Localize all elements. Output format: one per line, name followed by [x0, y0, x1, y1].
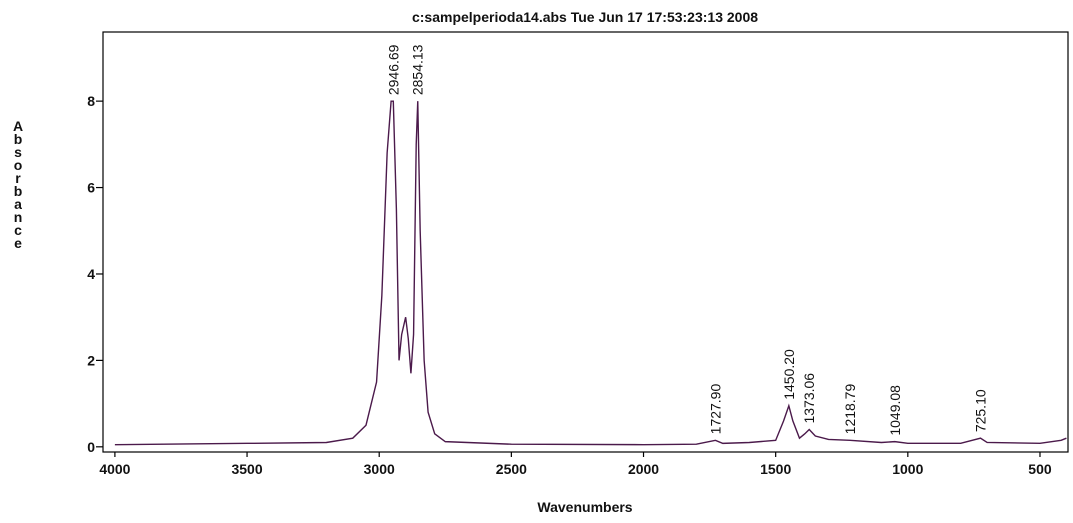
y-axis-label: Absorbance	[10, 118, 26, 248]
peak-label: 1049.08	[887, 385, 903, 436]
x-tick-label: 1500	[760, 461, 791, 477]
peak-label: 2946.69	[385, 44, 401, 95]
x-tick-label: 2500	[496, 461, 527, 477]
y-tick-label: 0	[87, 439, 95, 455]
x-tick-label: 3500	[231, 461, 262, 477]
peak-label: 725.10	[972, 389, 988, 432]
peak-label: 1450.20	[781, 349, 797, 400]
y-tick-label: 2	[87, 352, 95, 368]
x-tick-label: 4000	[99, 461, 130, 477]
y-tick-label: 6	[87, 180, 95, 196]
peak-label: 1727.90	[707, 384, 723, 435]
x-axis-label: Wavenumbers	[537, 499, 632, 515]
y-tick-label: 4	[87, 266, 95, 282]
peak-label: 1373.06	[801, 373, 817, 424]
plot-frame	[102, 31, 1069, 453]
x-tick-label: 500	[1028, 461, 1052, 477]
spectrum-line	[114, 100, 1067, 446]
peak-label: 1218.79	[842, 384, 858, 435]
peak-label: 2854.13	[410, 44, 426, 95]
x-tick-label: 2000	[628, 461, 659, 477]
plot-area: 2946.69 2854.13 1727.90 1450.20 1373.06 1218.…	[114, 44, 1067, 446]
y-tick-label: 8	[87, 93, 95, 109]
x-tick-label: 3000	[364, 461, 395, 477]
chart-title: c:sampelperioda14.abs Tue Jun 17 17:53:2…	[412, 9, 758, 25]
x-tick-label: 1000	[892, 461, 923, 477]
